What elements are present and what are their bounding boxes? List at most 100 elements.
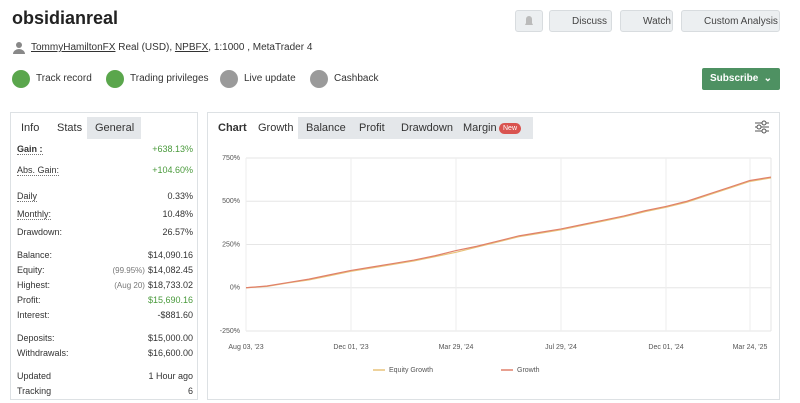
subscribe-label: Subscribe <box>710 73 759 84</box>
owner-link[interactable]: TommyHamiltonFX <box>31 42 116 53</box>
info-panel: Info Stats General Gain : +638.13% Abs. Gain:… <box>10 112 198 400</box>
row-value-wrap: (Aug 20) $18,733.02 <box>114 279 193 292</box>
chart-tab[interactable]: Chart <box>218 122 247 134</box>
info-row: Interest: -$881.60 <box>17 309 193 321</box>
title: obsidianreal <box>12 8 119 28</box>
info-row: Highest: (Aug 20) $18,733.02 <box>17 279 193 291</box>
y-tick-label: 500% <box>222 198 240 205</box>
info-tab[interactable]: Info <box>13 117 49 139</box>
chart-tab[interactable]: Balance <box>298 117 354 139</box>
watch-button[interactable]: Watch <box>620 10 673 32</box>
row-value: $15,000.00 <box>147 333 193 343</box>
x-tick-label: Mar 29, '24 <box>439 344 474 351</box>
x-tick-label: Jul 29, '24 <box>545 344 577 351</box>
y-tick-label: -250% <box>220 328 240 335</box>
row-label: Monthly: <box>17 209 52 220</box>
legend-label: Growth <box>517 367 540 374</box>
badge-icon <box>106 70 124 88</box>
info-row: Daily 0.33% <box>17 190 193 202</box>
badge: Cashback <box>310 70 378 88</box>
info-row: Balance: $14,090.16 <box>17 249 193 261</box>
row-value: 10.48% <box>162 209 193 219</box>
row-label: Interest: <box>17 310 50 320</box>
chart-panel: -250% 0% 250% 500% 750% Aug 03, '23 Dec 01, '2… <box>207 112 780 400</box>
row-note: (99.95%) <box>112 266 145 275</box>
row-label: Profit: <box>17 295 41 305</box>
info-row: Drawdown: 26.57% <box>17 226 193 238</box>
info-row: Equity: (99.95%) $14,082.45 <box>17 264 193 276</box>
series-line <box>245 177 772 289</box>
x-tick-label: Dec 01, '23 <box>333 344 368 351</box>
account: Real (USD), <box>118 42 173 53</box>
row-value-wrap: 1 Hour ago <box>148 370 193 382</box>
series-line <box>245 176 772 289</box>
notify-button[interactable] <box>515 10 543 32</box>
row-value-wrap: 0.33% <box>167 190 193 202</box>
info-row: Monthly: 10.48% <box>17 208 193 220</box>
row-label: Withdrawals: <box>17 348 69 358</box>
row-value: -$881.60 <box>157 310 193 320</box>
row-value-wrap: $14,090.16 <box>148 249 193 261</box>
row-value-wrap: 6 <box>188 385 193 397</box>
row-value: 1 Hour ago <box>148 371 193 381</box>
row-value: $14,082.45 <box>147 265 193 275</box>
badge-icon <box>310 70 328 88</box>
row-label: Deposits: <box>17 333 55 343</box>
broker-link[interactable]: NPBFX <box>174 42 209 53</box>
row-label: Updated <box>17 371 52 381</box>
analysis-button[interactable]: Custom Analysis <box>681 10 780 32</box>
row-label: Highest: <box>17 280 51 290</box>
row-note: (Aug 20) <box>114 281 145 290</box>
row-value: 26.57% <box>162 227 193 237</box>
row-value: $16,600.00 <box>147 348 193 358</box>
row-label: Equity: <box>17 265 45 275</box>
y-tick-label: 0% <box>230 285 240 292</box>
row-value: 6 <box>187 386 193 396</box>
info-row: Tracking 6 <box>17 385 193 397</box>
row-value: 0.33% <box>167 191 193 201</box>
info-row: Deposits: $15,000.00 <box>17 332 193 344</box>
row-label: Daily <box>17 191 38 202</box>
chart-tab[interactable]: Growth <box>250 117 302 139</box>
row-value: +638.13% <box>152 144 193 154</box>
info-row: Withdrawals: $16,600.00 <box>17 347 193 359</box>
x-tick-label: Aug 03, '23 <box>228 344 263 351</box>
x-tick-label: Mar 24, '25 <box>733 344 768 351</box>
badge-icon <box>220 70 238 88</box>
info-row: Abs. Gain: +104.60% <box>17 164 193 176</box>
row-value-wrap: -$881.60 <box>157 309 193 321</box>
row-value-wrap: 10.48% <box>162 208 193 220</box>
subscribe-button[interactable]: Subscribe ⌄ <box>702 68 780 90</box>
chart-tab[interactable]: Drawdown <box>393 117 461 139</box>
info-tab[interactable]: General <box>87 117 141 139</box>
info-tab[interactable]: Stats <box>49 117 87 139</box>
user-icon <box>13 42 25 54</box>
row-value: $18,733.02 <box>147 280 193 290</box>
row-value-wrap: (99.95%) $14,082.45 <box>112 264 193 277</box>
info-row: Updated 1 Hour ago <box>17 370 193 382</box>
badge: Trading privileges <box>106 70 209 88</box>
chart-tab[interactable]: Profit <box>351 117 393 139</box>
badge: Track record <box>12 70 92 88</box>
legend-label: Equity Growth <box>389 367 433 374</box>
row-value: +104.60% <box>152 165 193 175</box>
row-value-wrap: 26.57% <box>162 226 193 238</box>
x-tick-label: Dec 01, '24 <box>648 344 683 351</box>
details: , 1:1000 , MetaTrader 4 <box>208 42 313 53</box>
row-value-wrap: $15,690.16 <box>148 294 193 306</box>
row-value-wrap: $15,000.00 <box>148 332 193 344</box>
row-label: Abs. Gain: <box>17 165 60 176</box>
y-tick-label: 250% <box>222 241 240 248</box>
row-label: Tracking <box>17 386 52 396</box>
row-label: Gain : <box>17 144 43 155</box>
settings-icon[interactable] <box>753 119 771 135</box>
chart: -250% 0% 250% 500% 750% Aug 03, '23 Dec 01, '2… <box>220 155 772 374</box>
row-label: Drawdown: <box>17 227 63 237</box>
row-value-wrap: +638.13% <box>152 143 193 155</box>
row-label: Balance: <box>17 250 53 260</box>
row-value-wrap: $16,600.00 <box>148 347 193 359</box>
discuss-button[interactable]: Discuss <box>549 10 612 32</box>
row-value: $14,090.16 <box>147 250 193 260</box>
info-row: Profit: $15,690.16 <box>17 294 193 306</box>
